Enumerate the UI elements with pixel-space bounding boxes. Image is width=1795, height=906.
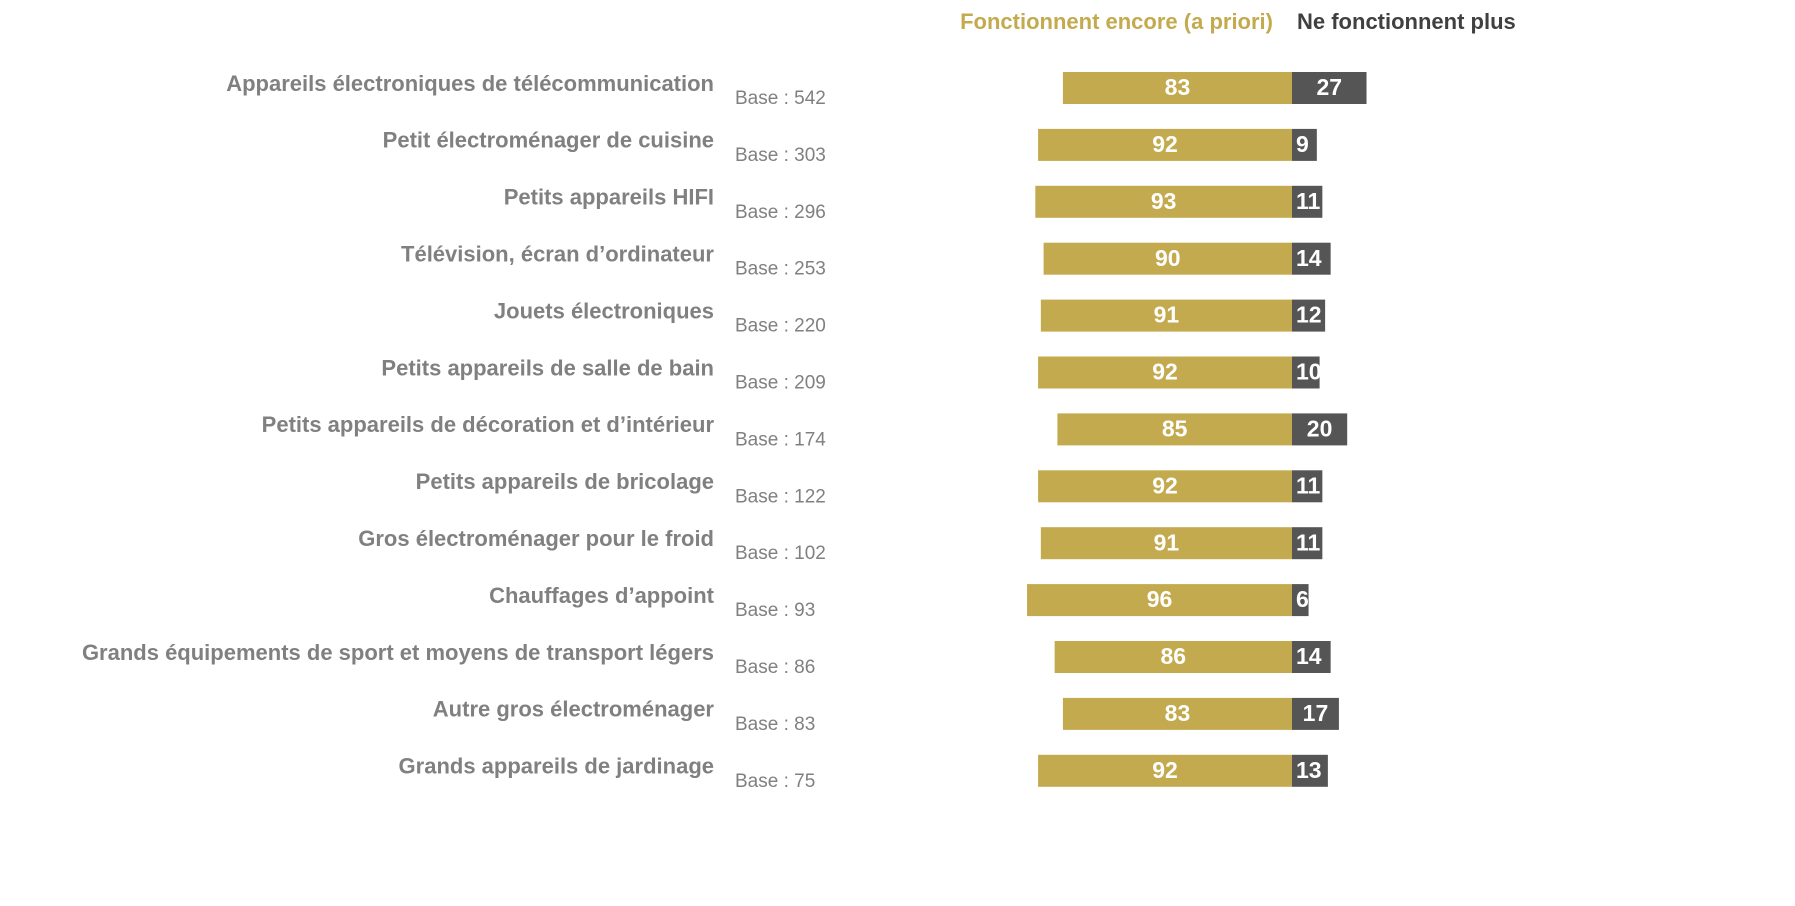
base-label: Base : 83 — [735, 714, 815, 735]
value-label: 92 — [1152, 757, 1178, 783]
value-label: 9 — [1296, 131, 1309, 157]
bar — [1292, 413, 1348, 446]
base-label: Base : 174 — [735, 429, 826, 450]
bar — [1043, 242, 1292, 275]
bar — [1038, 754, 1292, 787]
category-label: Grands équipements de sport et moyens de… — [82, 640, 714, 665]
category-label: Jouets électroniques — [494, 298, 714, 323]
value-label: 86 — [1161, 643, 1187, 669]
base-label: Base : 296 — [735, 202, 826, 223]
base-label: Base : 209 — [735, 373, 826, 394]
bar — [1292, 697, 1339, 730]
bar — [1062, 72, 1292, 104]
value-label: 6 — [1296, 586, 1309, 612]
bar — [1292, 527, 1323, 560]
base-label: Base : 542 — [735, 88, 826, 109]
legend-entry: Ne fonctionnent plus — [1297, 9, 1516, 34]
value-label: 12 — [1296, 302, 1322, 328]
base-label: Base : 122 — [735, 486, 826, 507]
legend-entry: Fonctionnent encore (a priori) — [960, 9, 1273, 34]
value-label: 91 — [1154, 529, 1180, 555]
value-label: 17 — [1303, 700, 1329, 726]
bar — [1040, 299, 1292, 332]
bar — [1038, 128, 1292, 161]
bar — [1292, 185, 1323, 218]
base-label: Base : 253 — [735, 259, 826, 280]
category-label: Petits appareils de bricolage — [416, 469, 714, 494]
value-label: 14 — [1296, 643, 1322, 669]
value-label: 83 — [1165, 700, 1191, 726]
value-label: 11 — [1296, 188, 1321, 214]
category-label: Petits appareils de décoration et d’inté… — [262, 412, 715, 437]
base-label: Base : 86 — [735, 657, 815, 678]
value-label: 11 — [1296, 472, 1321, 498]
value-label: 11 — [1296, 529, 1321, 555]
value-label: 92 — [1152, 131, 1178, 157]
category-label: Télévision, écran d’ordinateur — [401, 242, 714, 267]
base-label: Base : 220 — [735, 316, 826, 337]
category-label: Gros électroménager pour le froid — [358, 526, 714, 551]
base-label: Base : 303 — [735, 145, 826, 166]
value-label: 93 — [1151, 188, 1177, 214]
bar — [1027, 584, 1292, 617]
value-label: 20 — [1307, 415, 1333, 441]
bar — [1038, 356, 1292, 389]
bar — [1054, 641, 1292, 673]
bar — [1038, 470, 1292, 503]
bar — [1035, 185, 1292, 218]
value-label: 27 — [1316, 74, 1342, 100]
bar — [1040, 527, 1292, 560]
category-label: Autre gros électroménager — [433, 697, 715, 722]
bar — [1292, 470, 1323, 503]
bar — [1292, 584, 1309, 617]
value-label: 90 — [1155, 245, 1181, 271]
bar — [1292, 299, 1326, 332]
bar — [1057, 413, 1292, 446]
value-label: 13 — [1296, 757, 1322, 783]
bar — [1292, 356, 1320, 389]
category-label: Appareils électroniques de télécommunica… — [226, 71, 714, 96]
category-label: Petits appareils HIFI — [504, 185, 714, 210]
value-label: 91 — [1154, 302, 1180, 328]
category-label: Chauffages d’appoint — [489, 583, 715, 608]
category-label: Petit électroménager de cuisine — [383, 128, 714, 153]
category-label: Grands appareils de jardinage — [399, 754, 714, 779]
base-label: Base : 75 — [735, 771, 815, 792]
value-label: 96 — [1147, 586, 1173, 612]
value-label: 14 — [1296, 245, 1322, 271]
base-label: Base : 102 — [735, 543, 826, 564]
bar — [1292, 242, 1331, 275]
value-label: 83 — [1165, 74, 1191, 100]
bar — [1292, 641, 1331, 673]
bar — [1062, 697, 1292, 730]
value-label: 92 — [1152, 359, 1178, 385]
bar — [1292, 72, 1367, 104]
value-label: 92 — [1152, 472, 1178, 498]
base-label: Base : 93 — [735, 600, 815, 621]
value-label: 10 — [1296, 359, 1322, 385]
value-label: 85 — [1162, 415, 1188, 441]
bar — [1292, 128, 1317, 161]
bar — [1292, 754, 1328, 787]
category-label: Petits appareils de salle de bain — [381, 355, 714, 380]
